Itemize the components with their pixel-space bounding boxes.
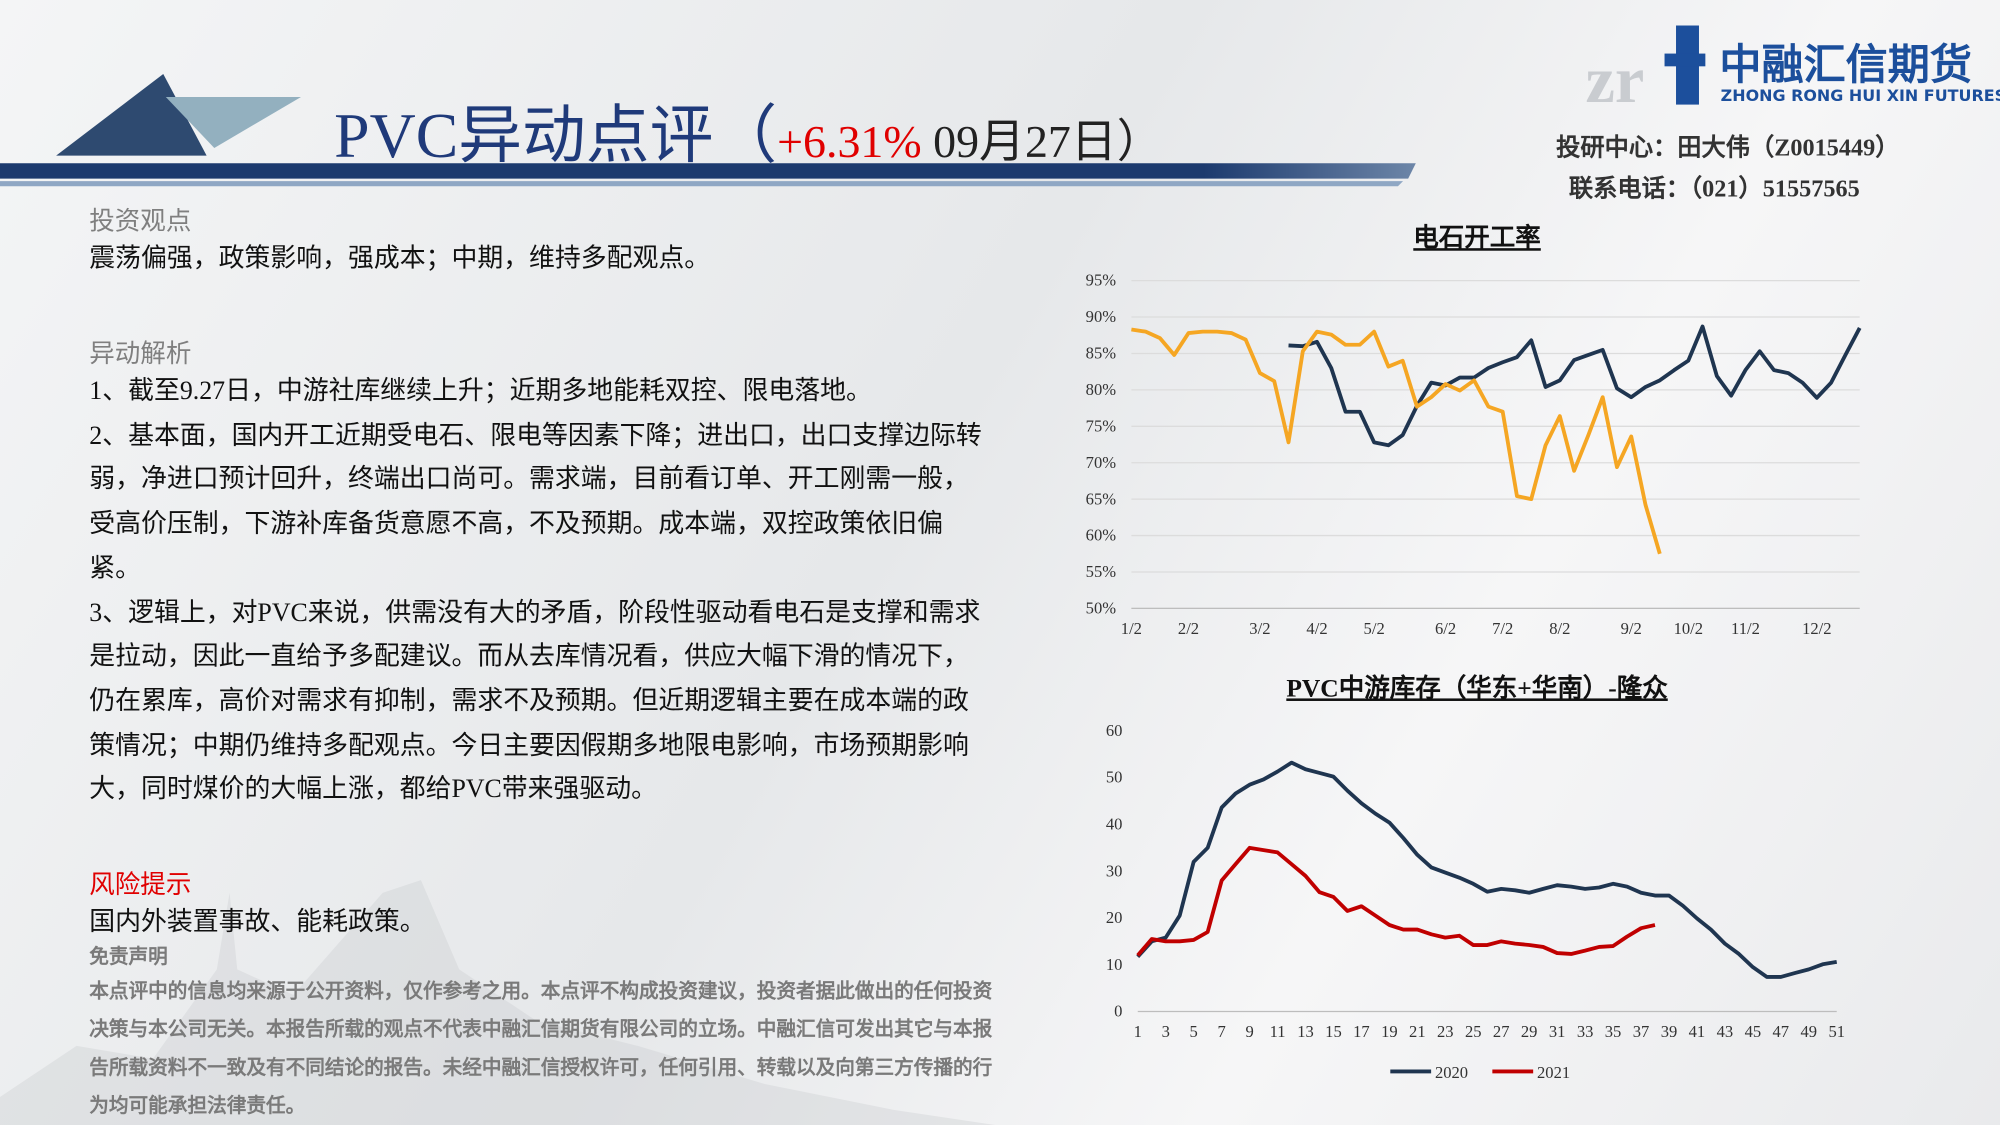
title: PVC异动点评（+6.31% 09月27日） <box>334 84 1163 176</box>
x-tick-label: 4/2 <box>1306 619 1327 638</box>
disclaimer: 本点评中的信息均来源于公开资料，仅作参考之用。本点评不构成投资建议，投资者据此做… <box>89 980 993 1118</box>
y-tick-label: 50% <box>1086 599 1117 618</box>
x-tick-label: 8/2 <box>1549 619 1570 638</box>
series-line <box>1288 324 1862 448</box>
y-tick-label: 90% <box>1086 307 1117 326</box>
y-tick-label: 30 <box>1106 861 1123 880</box>
change: +6.31% <box>777 116 922 168</box>
x-tick-label: 19 <box>1381 1022 1398 1041</box>
section-heading: 投资观点 <box>89 207 192 236</box>
chart-title: PVC中游库存（华东+华南）-隆众 <box>1286 673 1668 702</box>
y-tick-label: 60 <box>1106 721 1123 740</box>
x-tick-label: 43 <box>1717 1022 1734 1041</box>
x-tick-label: 11/2 <box>1731 619 1760 638</box>
paragraph: 3、逻辑上，对PVC来说，供需没有大的矛盾，阶段性驱动看电石是支撑和需求是拉动，… <box>89 598 981 804</box>
contact: 联系电话：（021）51557565 <box>1568 176 1860 203</box>
y-tick-label: 65% <box>1086 489 1117 508</box>
x-tick-label: 39 <box>1661 1022 1678 1041</box>
y-tick-label: 20 <box>1106 908 1123 927</box>
paragraph: 2、基本面，国内开工近期受电石、限电等因素下降；进出口，出口支撑边际转弱，净进口… <box>89 421 982 583</box>
x-tick-label: 3/2 <box>1249 619 1270 638</box>
risk-text: 国内外装置事故、能耗政策。 <box>89 908 426 937</box>
y-tick-label: 50 <box>1106 768 1123 787</box>
triangle <box>56 73 207 156</box>
y-tick-label: 0 <box>1114 1002 1122 1021</box>
y-tick-label: 55% <box>1086 562 1117 581</box>
x-tick-label: 2/2 <box>1178 619 1199 638</box>
y-tick-label: 40 <box>1106 815 1123 834</box>
x-tick-label: 9 <box>1245 1022 1253 1041</box>
y-tick-label: 80% <box>1086 380 1117 399</box>
contact: 投研中心：田大伟（Z0015449） <box>1556 135 1900 162</box>
series-line <box>1136 845 1656 957</box>
header-bar <box>0 163 1416 179</box>
skyline <box>0 880 995 1125</box>
x-tick-label: 37 <box>1633 1022 1650 1041</box>
legend-label: 2021 <box>1537 1063 1570 1082</box>
x-tick-label: 31 <box>1549 1022 1566 1041</box>
x-tick-label: 5/2 <box>1364 619 1385 638</box>
x-tick-label: 51 <box>1828 1022 1845 1041</box>
x-tick-label: 3 <box>1162 1022 1170 1041</box>
logo-en: ZHONG RONG HUI XIN FUTURES <box>1720 85 2000 105</box>
x-tick-label: 1/2 <box>1121 619 1142 638</box>
x-tick-label: 6/2 <box>1435 619 1456 638</box>
logo-text: 中融汇信期货 <box>1719 39 1972 90</box>
y-tick-label: 10 <box>1106 955 1123 974</box>
view-text: 震荡偏强，政策影响，强成本；中期，维持多配观点。 <box>89 244 711 273</box>
date: 09月27日） <box>921 116 1163 168</box>
y-tick-label: 75% <box>1086 416 1117 435</box>
y-tick-label: 85% <box>1086 344 1117 363</box>
x-tick-label: 13 <box>1297 1022 1314 1041</box>
disclaimer-heading: 免责声明 <box>89 946 168 969</box>
x-tick-label: 11 <box>1270 1022 1286 1041</box>
x-tick-label: 23 <box>1437 1022 1454 1041</box>
section-heading: 风险提示 <box>89 871 192 900</box>
y-tick-label: 70% <box>1086 453 1117 472</box>
x-tick-label: 1 <box>1134 1022 1142 1041</box>
title-text: PVC异动点评（ <box>334 99 778 171</box>
series-line <box>1131 327 1662 555</box>
header-line <box>0 181 1404 187</box>
x-tick-label: 27 <box>1493 1022 1510 1041</box>
x-tick-label: 47 <box>1773 1022 1790 1041</box>
chart-title: 电石开工率 <box>1413 223 1541 252</box>
series-line <box>1136 760 1838 979</box>
y-tick-label: 95% <box>1086 271 1117 290</box>
logo-mark: zr <box>1585 44 1644 117</box>
x-tick-label: 7 <box>1217 1022 1225 1041</box>
x-tick-label: 45 <box>1745 1022 1762 1041</box>
section-heading: 异动解析 <box>89 340 192 369</box>
x-tick-label: 12/2 <box>1802 619 1831 638</box>
triangle <box>165 96 302 148</box>
legend-label: 2020 <box>1435 1063 1468 1082</box>
x-tick-label: 9/2 <box>1621 619 1642 638</box>
x-tick-label: 33 <box>1577 1022 1594 1041</box>
x-tick-label: 15 <box>1325 1022 1342 1041</box>
x-tick-label: 41 <box>1689 1022 1706 1041</box>
paragraph: 1、截至9.27日，中游社库继续上升；近期多地能耗双控、限电落地。 <box>89 377 872 406</box>
x-tick-label: 35 <box>1605 1022 1622 1041</box>
x-tick-label: 29 <box>1521 1022 1538 1041</box>
x-tick-label: 25 <box>1465 1022 1482 1041</box>
y-tick-label: 60% <box>1086 526 1117 545</box>
x-tick-label: 17 <box>1353 1022 1370 1041</box>
x-tick-label: 21 <box>1409 1022 1426 1041</box>
analysis: 1、截至9.27日，中游社库继续上升；近期多地能耗双控、限电落地。 2、基本面，… <box>89 370 982 813</box>
logo-mark <box>1664 53 1706 67</box>
x-tick-label: 5 <box>1190 1022 1198 1041</box>
x-tick-label: 49 <box>1800 1022 1817 1041</box>
x-tick-label: 10/2 <box>1674 619 1703 638</box>
x-tick-label: 7/2 <box>1492 619 1513 638</box>
